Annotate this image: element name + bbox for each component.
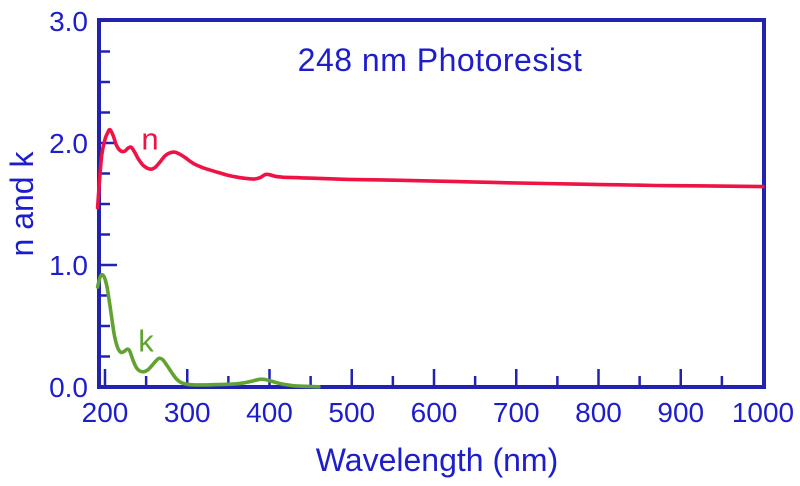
y-tick-label-0.0: 0.0 xyxy=(49,372,88,403)
y-tick-label-3.0: 3.0 xyxy=(49,6,88,37)
x-tick-label-500: 500 xyxy=(328,397,375,428)
curve-n xyxy=(95,127,765,210)
y-tick-label-2.0: 2.0 xyxy=(49,128,88,159)
y-axis-label: n and k xyxy=(4,151,40,257)
series-label-k: k xyxy=(138,323,154,359)
x-tick-label-400: 400 xyxy=(246,397,293,428)
curve-k xyxy=(95,272,321,389)
x-tick-label-300: 300 xyxy=(164,397,211,428)
x-tick-label-600: 600 xyxy=(411,397,458,428)
x-tick-label-700: 700 xyxy=(493,397,540,428)
x-tick-label-200: 200 xyxy=(82,397,129,428)
x-tick-label-800: 800 xyxy=(575,397,622,428)
chart-title: 248 nm Photoresist xyxy=(297,42,583,78)
x-tick-label-1000: 1000 xyxy=(732,397,794,428)
series-label-n: n xyxy=(141,121,159,157)
y-tick-label-1.0: 1.0 xyxy=(49,250,88,281)
x-tick-label-900: 900 xyxy=(657,397,704,428)
x-axis-label: Wavelength (nm) xyxy=(315,442,559,478)
